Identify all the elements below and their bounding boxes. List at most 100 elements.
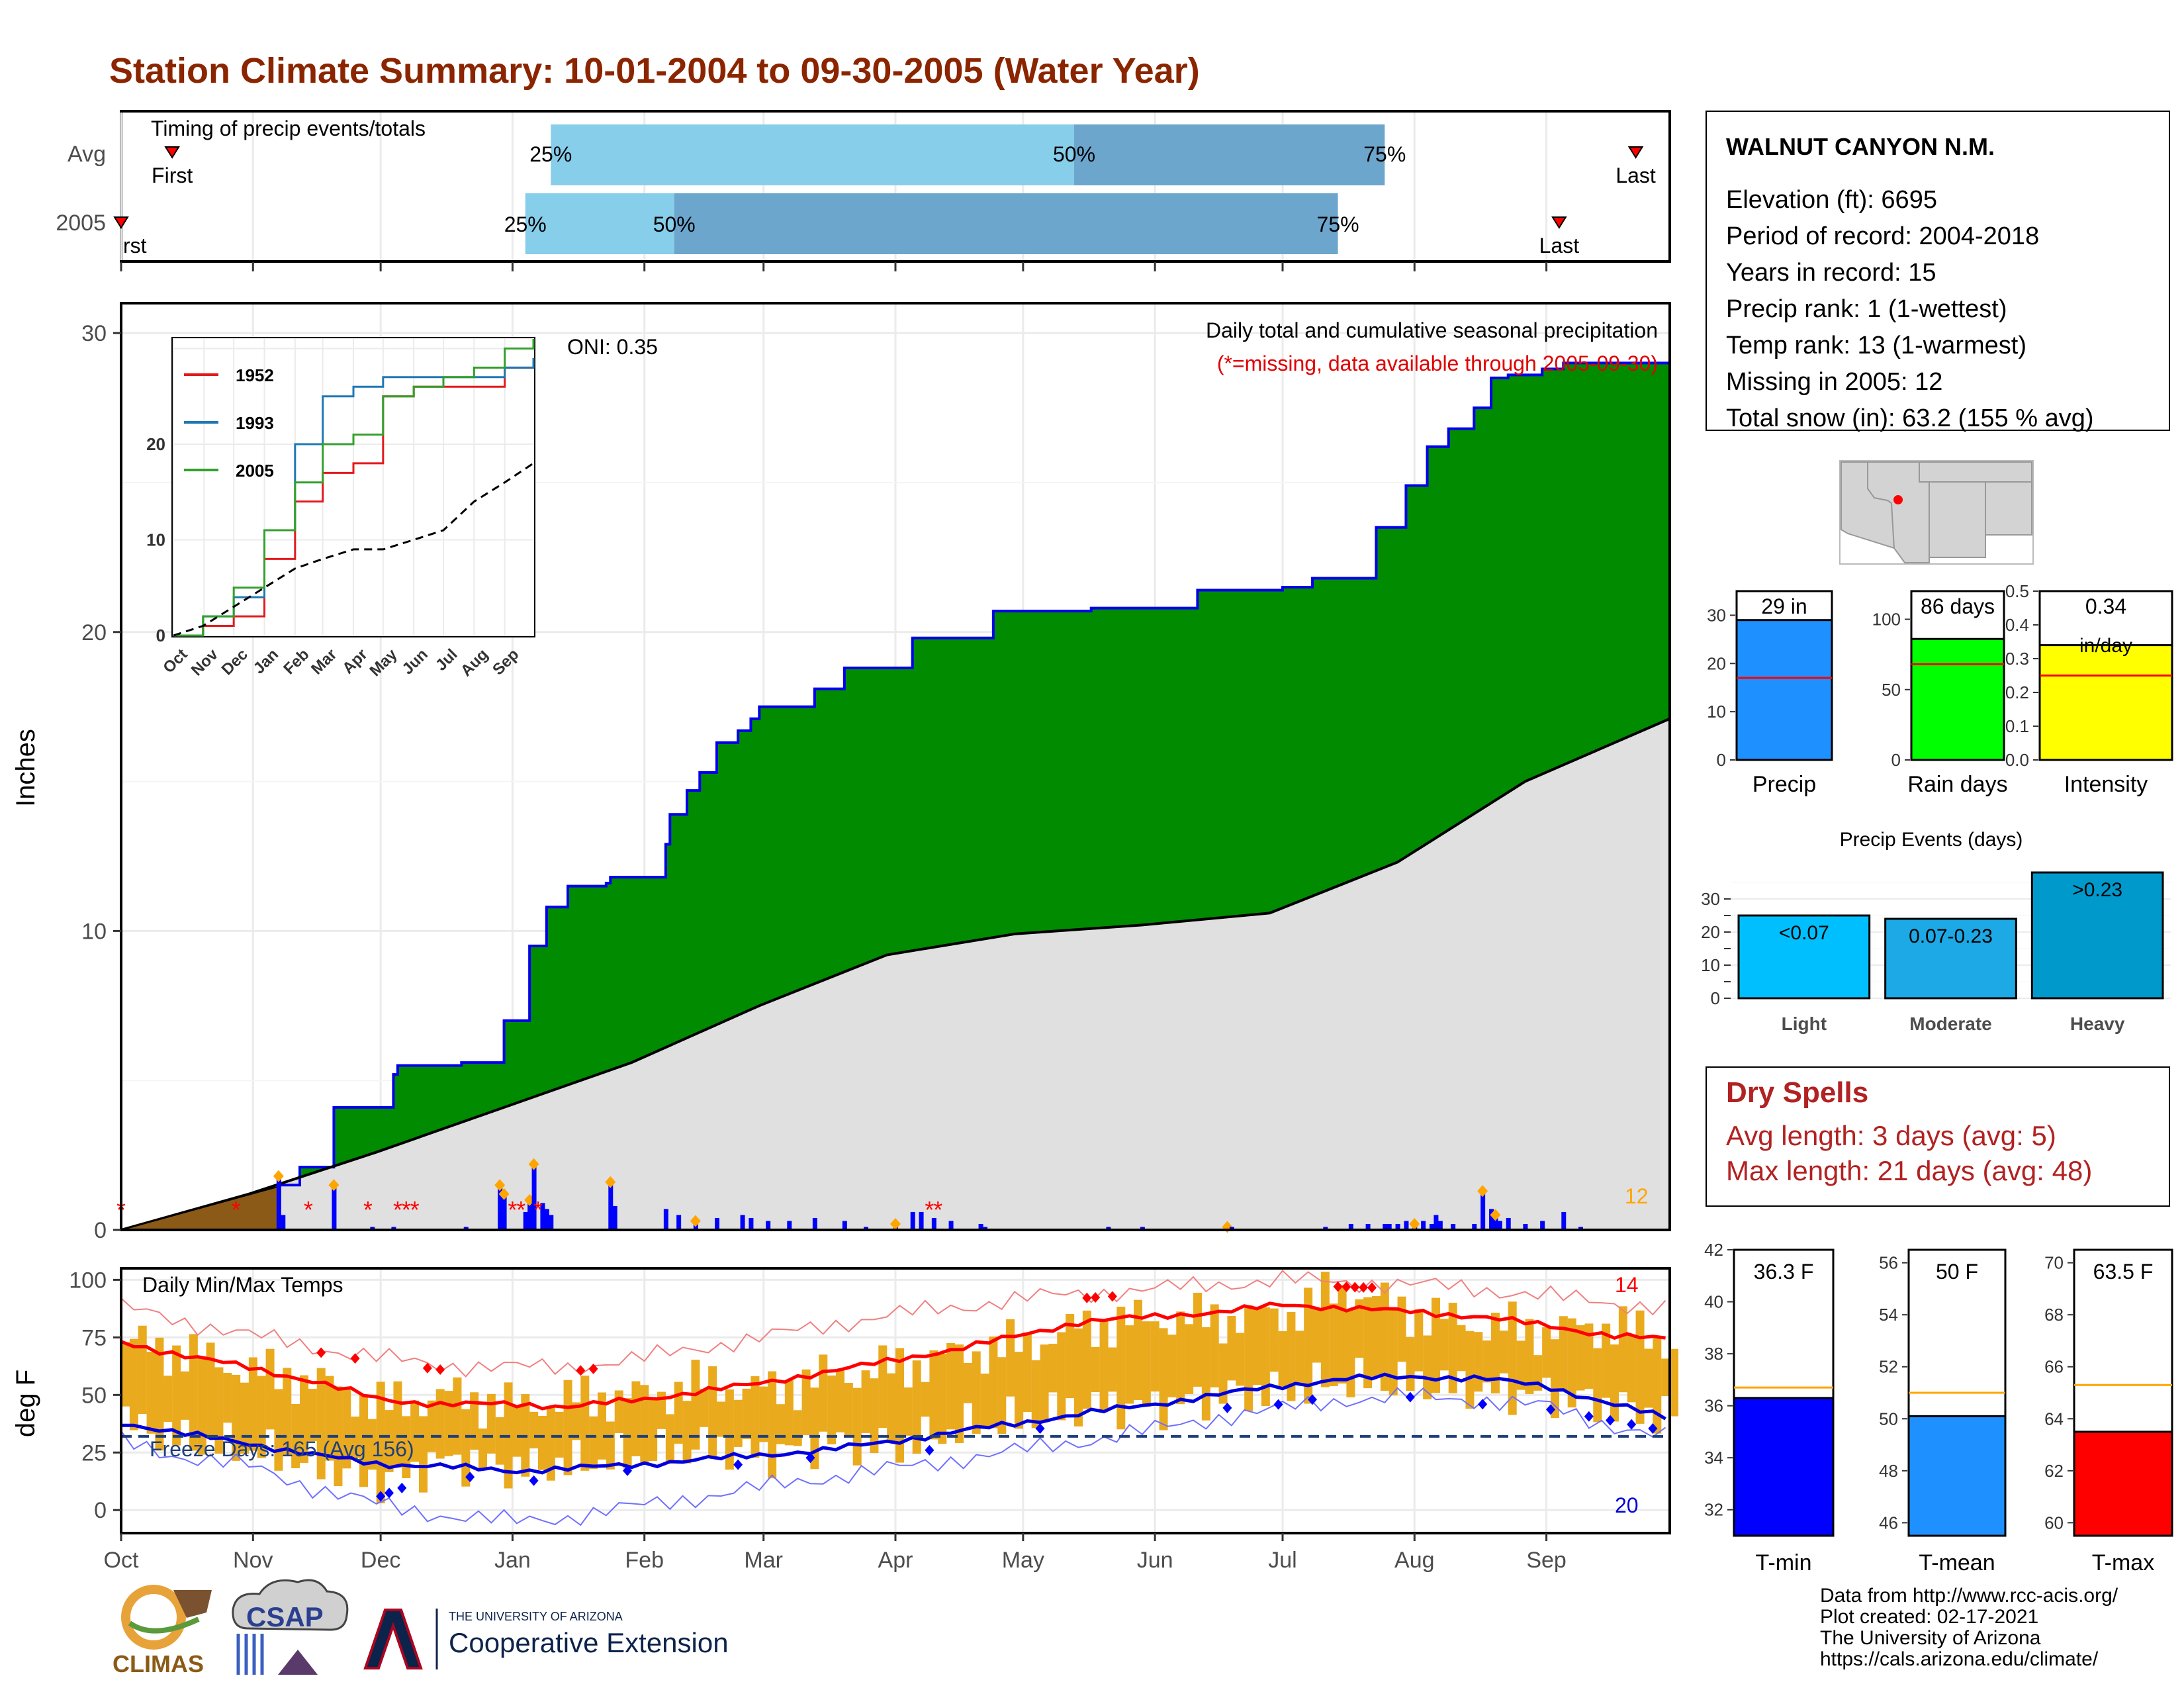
last-marker-label: Last — [1539, 234, 1580, 258]
daily-temp-bar — [1372, 1296, 1381, 1377]
daily-temp-bar — [555, 1411, 564, 1458]
daily-temp-bar — [827, 1375, 837, 1444]
record-high-marker-icon — [576, 1365, 586, 1376]
footer-line-3: The University of Arizona — [1820, 1627, 2041, 1649]
daily-temp-bar — [1193, 1292, 1202, 1387]
daily-temp-bar — [1159, 1328, 1168, 1430]
daily-temp-bar — [589, 1416, 598, 1469]
month-tick-label: Oct — [104, 1548, 139, 1573]
daily-temp-bar — [717, 1401, 725, 1437]
daily-temp-bars — [121, 1272, 1678, 1504]
inset-series-1952 — [173, 357, 535, 637]
daily-temp-bar — [1185, 1324, 1194, 1394]
daily-temp-bar — [163, 1376, 173, 1423]
inset-legend-label: 2005 — [236, 461, 274, 481]
daily-precip-bar — [1395, 1223, 1400, 1230]
daily-temp-bar — [955, 1344, 964, 1444]
daily-temp-bar — [419, 1416, 428, 1493]
daily-temp-bar — [759, 1386, 768, 1442]
daily-temp-bar — [997, 1357, 1007, 1434]
daily-temp-bar — [1439, 1319, 1449, 1371]
daily-temp-bar — [768, 1371, 777, 1479]
record-high-marker-icon — [422, 1362, 432, 1374]
daily-temp-bar — [836, 1370, 844, 1432]
daily-temp-bar — [1091, 1346, 1100, 1392]
daily-temp-bar — [478, 1429, 487, 1469]
daily-temp-bar — [708, 1366, 717, 1456]
daily-temp-bar — [1201, 1327, 1210, 1421]
daily-precip-marker-icon — [494, 1179, 506, 1192]
inset-series-avg — [173, 462, 534, 637]
record-low-marker-icon — [1478, 1399, 1488, 1410]
daily-precip-bar — [1497, 1221, 1502, 1230]
record-low-marker-icon — [623, 1465, 632, 1476]
events-title: Precip Events (days) — [1840, 829, 2023, 851]
inset-cumulative-chart: 19521993200501020OctNovDecJanFebMarAprMa… — [146, 337, 535, 680]
daily-precip-marker-icon — [528, 1158, 539, 1170]
avg-cumulative-area — [121, 718, 1670, 1230]
precip-y-tick-label: 10 — [81, 919, 107, 944]
daily-precip-bar — [498, 1185, 503, 1230]
daily-temp-bar — [903, 1387, 913, 1436]
daily-precip-bar — [1106, 1227, 1111, 1230]
temp-y-tick-label: 0 — [94, 1498, 107, 1523]
daily-temp-bar — [402, 1416, 411, 1479]
daily-temp-bar — [1661, 1358, 1670, 1397]
timing-avg-label-q2: 50% — [1053, 142, 1095, 166]
record-low-marker-icon — [1584, 1411, 1594, 1422]
temp-y-tick-label: 25 — [81, 1440, 107, 1466]
events-y-tick-label: 30 — [1701, 889, 1720, 909]
ua-logo: THE UNIVERSITY OF ARIZONA Cooperative Ex… — [363, 1609, 729, 1669]
record-low-marker-icon — [1222, 1402, 1232, 1413]
map-region-nm — [1929, 481, 1986, 558]
timing-bar-y2005-q25-q50 — [525, 193, 674, 254]
missing-day-marker-icon: * — [508, 1196, 517, 1223]
daily-precip-bar — [864, 1227, 868, 1230]
stat-y-tick-label: 0 — [1891, 750, 1901, 770]
record-low-marker-icon — [733, 1459, 743, 1470]
daily-temp-bar — [665, 1414, 674, 1464]
stat-y-tick-label: 100 — [1872, 610, 1901, 630]
station-name: WALNUT CANYON N.M. — [1726, 133, 1995, 160]
daily-precip-bar — [740, 1215, 745, 1230]
daily-precip-bar — [608, 1182, 614, 1230]
dry-spells-box: Dry Spells Avg length: 3 days (avg: 5) M… — [1706, 1066, 2170, 1207]
daily-precip-bar — [463, 1227, 469, 1230]
daily-temp-bar — [912, 1360, 921, 1454]
daily-temp-bar — [870, 1378, 879, 1454]
daily-temp-bar — [444, 1391, 453, 1456]
daily-temp-bar — [1142, 1321, 1151, 1407]
events-y-tick-label: 20 — [1701, 922, 1720, 942]
daily-temp-bar — [751, 1376, 760, 1458]
missing-markers: * * * * *** ** * ** — [116, 1196, 942, 1223]
station-location-dot — [1893, 495, 1903, 504]
daily-temp-bar — [1670, 1348, 1678, 1417]
daily-temp-bar — [121, 1342, 130, 1407]
inset-y-tick-label: 20 — [146, 434, 165, 454]
daily-precip-bar — [931, 1217, 936, 1230]
missing-day-marker-icon: * — [393, 1196, 402, 1223]
daily-precip-bar — [715, 1217, 719, 1230]
daily-precip-bar — [1404, 1221, 1409, 1230]
missing-day-marker-icon: * — [232, 1196, 241, 1223]
daily-precip-bar — [1506, 1217, 1511, 1230]
climas-logo-shape — [173, 1590, 212, 1618]
daily-temp-bar — [529, 1411, 539, 1449]
locator-map — [1839, 460, 2034, 565]
avg-min-line — [120, 1372, 1666, 1475]
daily-temp-bar — [784, 1380, 794, 1446]
temp-summary-bars: 32 34 36 38 40 42 36.3 F T-min 46 48 50 52 54 56 50 F T… — [1704, 1240, 2173, 1575]
daily-temp-bar — [614, 1390, 623, 1433]
record-high-marker-icon — [1091, 1291, 1101, 1303]
month-tick-label: Mar — [744, 1548, 783, 1573]
month-tick-label: Jan — [494, 1548, 531, 1573]
daily-temp-bar — [1363, 1297, 1373, 1389]
stat-y-tick-label: 30 — [1707, 605, 1726, 625]
temp-stat-y-tick-label: 70 — [2044, 1253, 2064, 1273]
daily-temp-bar — [325, 1376, 334, 1461]
record-low-marker-icon — [1546, 1404, 1555, 1415]
daily-temp-bar — [1567, 1318, 1576, 1408]
temp-stat-y-tick-label: 54 — [1879, 1305, 1898, 1325]
temp-stat-bar-t-mean — [1907, 1415, 2007, 1537]
daily-temp-bar — [461, 1409, 471, 1487]
